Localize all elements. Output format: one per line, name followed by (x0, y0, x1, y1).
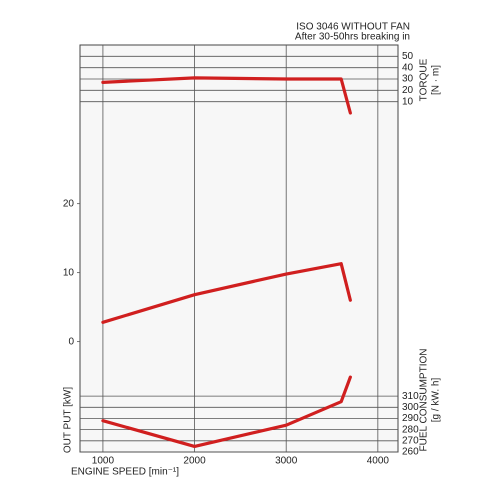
line-series (101, 76, 352, 115)
line-series (101, 262, 352, 324)
y-tick-label: 10 (63, 267, 75, 278)
chart-title: ISO 3046 WITHOUT FAN (296, 22, 410, 33)
x-tick-label: 4000 (367, 456, 390, 467)
axis-unit: [N · m] (431, 65, 442, 95)
y-tick-label: 310 (402, 391, 419, 402)
line-series (101, 375, 352, 449)
x-tick-label: 2000 (183, 456, 206, 467)
y-tick-label: 20 (63, 198, 75, 209)
y-tick-label: 270 (402, 435, 419, 446)
y-tick-label: 0 (68, 336, 74, 347)
y-tick-label: 30 (402, 74, 414, 85)
axis-label: FUEL CONSUMPTION (419, 349, 430, 452)
y-tick-label: 290 (402, 413, 419, 424)
y-tick-label: 280 (402, 424, 419, 435)
axis-label: TORQUE (419, 58, 430, 101)
x-axis-label: ENGINE SPEED [min⁻¹] (71, 467, 179, 478)
x-tick-label: 3000 (275, 456, 298, 467)
plot-area (79, 44, 399, 453)
y-tick-label: 10 (402, 96, 414, 107)
axis-label: OUT PUT [kW] (63, 387, 74, 454)
axis-unit: [g / kW. h] (431, 378, 442, 423)
y-tick-label: 300 (402, 402, 419, 413)
x-tick-label: 1000 (92, 456, 115, 467)
chart-subtitle: After 30-50hrs breaking in (295, 32, 410, 43)
y-tick-label: 260 (402, 447, 419, 458)
y-tick-label: 40 (402, 62, 414, 73)
y-tick-label: 20 (402, 85, 414, 96)
y-tick-label: 50 (402, 51, 414, 62)
